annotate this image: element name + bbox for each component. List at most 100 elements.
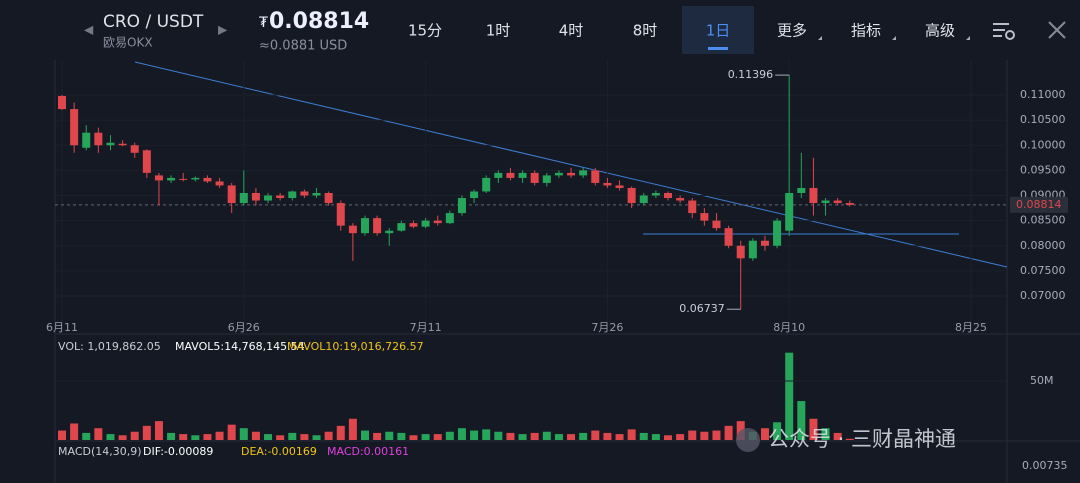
candle-body: [264, 195, 273, 201]
volume-stat: MAVOL5:14,768,145.54: [175, 340, 305, 353]
candle-body: [433, 220, 442, 224]
currency-symbol: ₮: [259, 15, 268, 31]
candle-body: [809, 187, 818, 204]
volume-bar: [239, 428, 248, 440]
candle-body: [736, 245, 745, 259]
timeframe-tab[interactable]: 4时: [559, 22, 584, 40]
volume-bar: [215, 431, 224, 440]
volume-bar: [845, 438, 854, 440]
close-button[interactable]: [1048, 21, 1066, 39]
macd-stat: MACD:0.00161: [327, 445, 409, 458]
candle-body: [821, 200, 830, 204]
volume-bar: [567, 434, 576, 440]
volume-stat: MAVOL10:19,016,726.57: [287, 340, 424, 353]
timeframe-tab[interactable]: 15分: [408, 22, 442, 40]
timeframe-tab[interactable]: 1日: [706, 22, 731, 40]
y-tick-label: 0.08500: [1020, 214, 1066, 227]
candle-body: [664, 192, 672, 199]
candle-body: [385, 230, 394, 234]
candle-body: [712, 220, 721, 229]
tab-underline: [708, 47, 728, 50]
tab-highlight: [682, 6, 754, 54]
candle-body: [615, 185, 624, 188]
volume-bar: [385, 431, 394, 440]
candle-body: [300, 191, 309, 196]
volume-bar: [494, 431, 503, 440]
volume-bar: [821, 428, 830, 440]
volume-bar: [324, 431, 333, 440]
watermark: 公众号 · 三财晶神通: [768, 427, 956, 451]
volume-stat: VOL: 1,019,862.05: [58, 340, 161, 353]
y-tick-label: 0.07500: [1020, 264, 1066, 277]
candle-body: [203, 177, 212, 182]
x-tick-label: 8月10: [773, 321, 805, 334]
timeframe-tab[interactable]: 8时: [633, 22, 658, 40]
candle-body: [191, 177, 200, 180]
volume-bar: [724, 425, 733, 440]
volume-bar: [457, 428, 466, 440]
candle-body: [118, 143, 127, 146]
volume-bar: [482, 429, 491, 440]
candle-body: [227, 185, 236, 204]
volume-bar: [118, 435, 127, 440]
volume-bar: [651, 434, 660, 440]
candle-body: [833, 200, 842, 204]
candle-body: [688, 200, 697, 214]
volume-bar: [361, 430, 369, 440]
candle-body: [361, 218, 369, 234]
volume-bar: [530, 432, 539, 440]
volume-bar: [94, 428, 103, 440]
next-arrow[interactable]: ▶: [218, 23, 228, 37]
y-tick-label: 0.11000: [1020, 88, 1066, 101]
volume-bar: [809, 418, 818, 440]
y-tick-label: 0.10500: [1020, 113, 1066, 126]
timeframe-tab[interactable]: 更多: [777, 22, 807, 40]
volume-bar: [142, 425, 151, 440]
candle-body: [494, 172, 503, 178]
pair-name[interactable]: CRO / USDT: [103, 12, 204, 32]
volume-bar: [615, 434, 624, 440]
usd-price: ≈0.0881 USD: [259, 39, 347, 54]
candle-body: [627, 187, 636, 204]
volume-bar: [70, 423, 79, 440]
candle-body: [397, 223, 406, 231]
candle-body: [530, 172, 539, 183]
volume-bar: [676, 434, 685, 440]
candle-body: [591, 170, 600, 183]
candle-body: [336, 203, 345, 226]
volume-bar: [251, 431, 260, 440]
volume-bar: [227, 424, 236, 440]
prev-arrow[interactable]: ◀: [84, 23, 94, 37]
y-tick-label: 0.09500: [1020, 163, 1066, 176]
timeframe-tab[interactable]: 指标: [851, 22, 881, 40]
candle-body: [579, 170, 588, 176]
volume-bar: [191, 435, 200, 440]
volume-bar: [179, 434, 188, 440]
macd-stat: MACD(14,30,9): [58, 445, 142, 458]
last-price-label: 0.08814: [1016, 198, 1062, 211]
candle-body: [239, 192, 248, 204]
volume-bar: [167, 432, 176, 440]
candle-body: [773, 220, 782, 246]
candle-body: [676, 198, 685, 201]
volume-bar: [773, 422, 782, 440]
volume-bar: [603, 432, 612, 440]
timeframe-tab[interactable]: 高级: [925, 22, 955, 40]
volume-bar: [288, 432, 297, 440]
high-label: 0.11396: [728, 68, 774, 81]
volume-bar: [554, 434, 563, 440]
price: 0.08814: [269, 9, 369, 34]
candle-body: [276, 195, 285, 199]
timeframe-tab[interactable]: 1时: [486, 22, 511, 40]
y-tick-label: 0.07000: [1020, 289, 1066, 302]
dropdown-indicator: [818, 36, 822, 40]
candle-body: [542, 175, 551, 183]
volume-bar: [627, 429, 636, 440]
low-label: 0.06737: [679, 302, 725, 315]
dropdown-indicator: [966, 36, 970, 40]
candle-body: [748, 240, 757, 259]
x-tick-label: 7月11: [410, 321, 442, 334]
trend-line[interactable]: [134, 61, 1008, 268]
volume-bar: [712, 430, 721, 440]
settings-icon[interactable]: [993, 23, 1015, 40]
